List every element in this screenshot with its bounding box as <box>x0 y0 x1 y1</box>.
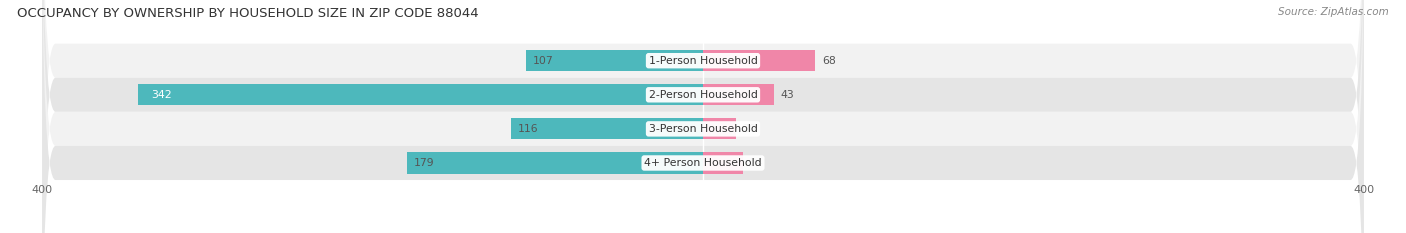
Text: 4+ Person Household: 4+ Person Household <box>644 158 762 168</box>
FancyBboxPatch shape <box>42 0 1364 233</box>
Text: 43: 43 <box>780 90 794 100</box>
Text: 1-Person Household: 1-Person Household <box>648 56 758 66</box>
Bar <box>703 118 737 140</box>
Text: 116: 116 <box>517 124 538 134</box>
Bar <box>703 84 775 105</box>
Text: 107: 107 <box>533 56 554 66</box>
FancyBboxPatch shape <box>42 0 1364 233</box>
Bar <box>526 50 703 71</box>
FancyBboxPatch shape <box>42 0 1364 233</box>
Text: 3-Person Household: 3-Person Household <box>648 124 758 134</box>
Text: 2-Person Household: 2-Person Household <box>648 90 758 100</box>
Text: 20: 20 <box>742 124 756 134</box>
Text: 24: 24 <box>749 158 763 168</box>
Bar <box>408 152 703 174</box>
Text: Source: ZipAtlas.com: Source: ZipAtlas.com <box>1278 7 1389 17</box>
Text: 179: 179 <box>413 158 434 168</box>
Bar <box>138 84 703 105</box>
FancyBboxPatch shape <box>42 0 1364 233</box>
Bar <box>703 152 742 174</box>
Text: OCCUPANCY BY OWNERSHIP BY HOUSEHOLD SIZE IN ZIP CODE 88044: OCCUPANCY BY OWNERSHIP BY HOUSEHOLD SIZE… <box>17 7 478 20</box>
Bar <box>703 50 815 71</box>
Text: 68: 68 <box>823 56 835 66</box>
Bar <box>512 118 703 140</box>
Text: 342: 342 <box>152 90 172 100</box>
